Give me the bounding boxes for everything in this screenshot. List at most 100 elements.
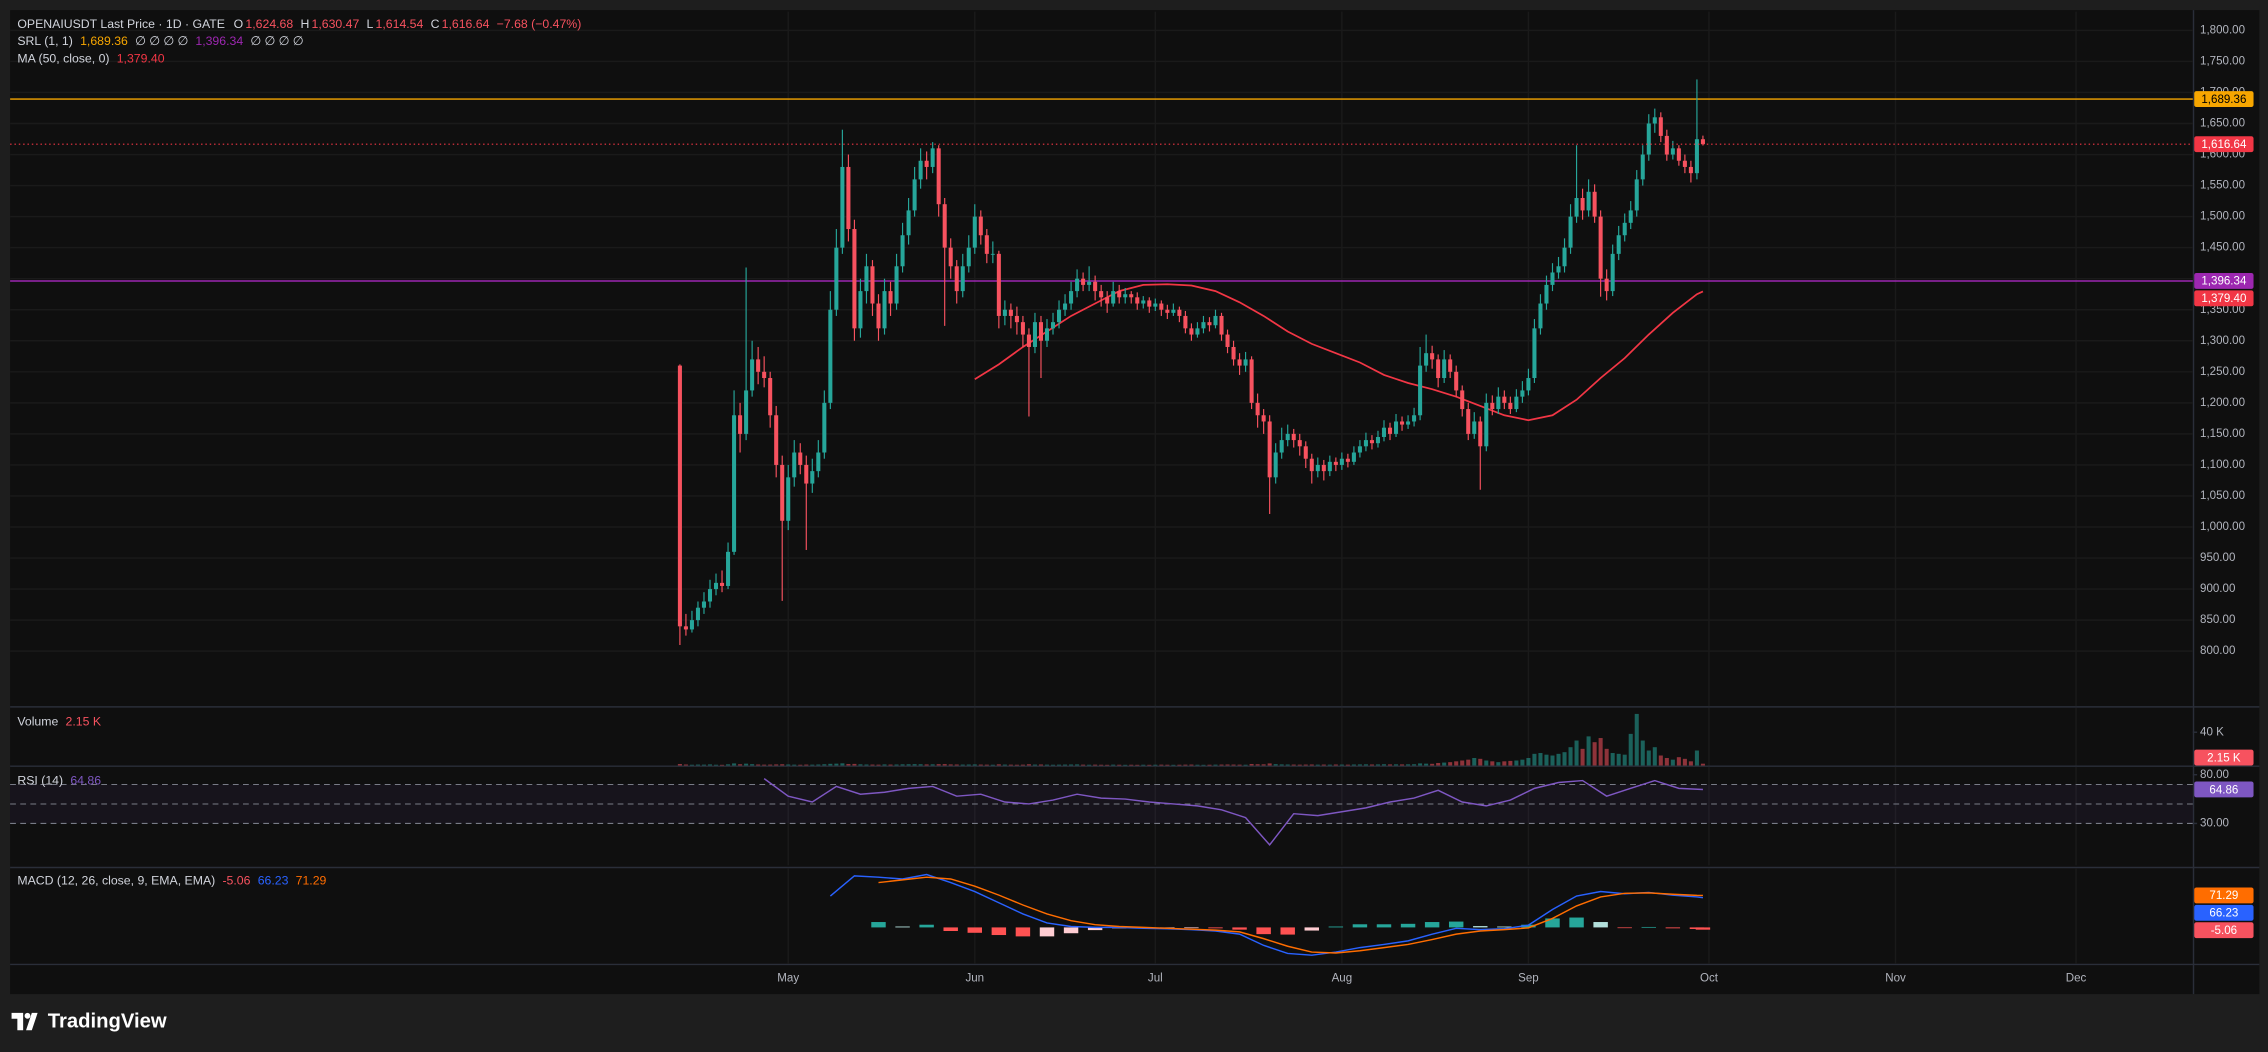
- volume-bar: [1442, 762, 1447, 766]
- volume-bar: [1008, 764, 1013, 766]
- volume-bar: [1568, 747, 1573, 766]
- candle-body: [1351, 452, 1356, 462]
- volume-bar: [1123, 764, 1128, 766]
- candle-body: [1177, 309, 1182, 316]
- price-badge: [2194, 136, 2254, 153]
- candle-body: [713, 582, 719, 590]
- volume-bar: [960, 764, 965, 766]
- candle-body: [912, 179, 917, 211]
- legend-text: ∅ ∅ ∅ ∅: [250, 34, 303, 48]
- macd-histogram-bar: [1400, 923, 1416, 928]
- volume-bar: [978, 764, 983, 766]
- candle-body: [888, 291, 893, 304]
- legend-text: L: [367, 17, 374, 31]
- volume-bar: [972, 764, 977, 766]
- volume-bar: [1640, 740, 1645, 766]
- macd-histogram-bar: [1328, 926, 1344, 928]
- macd-histogram-bar: [1641, 926, 1656, 928]
- volume-bar: [695, 764, 700, 766]
- volume-bar: [1333, 764, 1338, 766]
- y-tick-label: 1,250.00: [2200, 366, 2245, 378]
- macd-histogram-bar: [1448, 921, 1464, 928]
- candle-body: [1129, 294, 1134, 298]
- candle-body: [1634, 179, 1639, 211]
- volume-bar: [1177, 764, 1182, 766]
- volume-bar: [1213, 764, 1218, 766]
- volume-bar: [1297, 764, 1302, 766]
- price-badge: [2194, 290, 2254, 307]
- candle-body: [786, 477, 791, 521]
- legend-text: 1,379.40: [117, 52, 165, 66]
- candle-body: [1622, 222, 1627, 236]
- candle-body: [762, 371, 767, 379]
- candle-body: [1081, 278, 1086, 285]
- candle-body: [1153, 303, 1158, 307]
- volume-bar: [1165, 764, 1170, 766]
- volume-bar: [858, 764, 863, 766]
- volume-bar: [720, 764, 725, 766]
- y-tick-label: 900.00: [2200, 583, 2235, 595]
- volume-bar: [1273, 764, 1278, 766]
- candle-body: [1454, 371, 1459, 391]
- candle-body: [960, 266, 965, 292]
- candle-body: [1694, 139, 1699, 174]
- price-badge-label: 64.86: [2209, 784, 2238, 796]
- price-badge: [2194, 922, 2254, 939]
- candle-body: [1478, 421, 1483, 447]
- legend-text: H: [300, 17, 309, 31]
- volume-bar: [936, 764, 941, 766]
- legend-text: OPENAIUSDT Last Price · 1D · GATE: [17, 17, 225, 31]
- candle-body: [1400, 421, 1405, 425]
- volume-bar: [1514, 760, 1519, 766]
- volume-bar: [1032, 764, 1037, 766]
- candle-body: [828, 309, 833, 403]
- volume-bar: [1141, 764, 1146, 766]
- volume-bar: [984, 764, 989, 766]
- legend-text: MACD (12, 26, close, 9, EMA, EMA): [17, 873, 215, 887]
- candle-body: [1658, 117, 1663, 136]
- volume-bar: [1105, 764, 1110, 766]
- volume-bar: [1309, 764, 1314, 766]
- candle-body: [1628, 210, 1633, 223]
- volume-bar: [792, 764, 797, 766]
- volume-bar: [762, 764, 767, 766]
- volume-bar: [713, 764, 719, 766]
- brand-logo[interactable]: TradingView: [11, 1011, 167, 1033]
- macd-histogram-bar: [1015, 927, 1031, 937]
- volume-bar: [864, 764, 869, 766]
- volume-bar: [882, 764, 887, 766]
- candle-body: [1616, 235, 1621, 254]
- candle-body: [1147, 300, 1152, 307]
- price-badge-label: 1,379.40: [2201, 293, 2246, 305]
- volume-bar: [732, 763, 737, 766]
- macd-histogram-bar: [919, 924, 934, 928]
- candle-body: [1418, 365, 1423, 416]
- candle-body: [858, 291, 863, 329]
- price-badge-label: 1,689.36: [2201, 94, 2246, 106]
- volume-bar: [1526, 758, 1531, 766]
- candle-body: [1243, 359, 1248, 366]
- candle-body: [774, 415, 779, 465]
- volume-bar: [768, 764, 773, 766]
- macd-histogram-bar: [1184, 927, 1199, 929]
- legend-text: SRL (1, 1): [17, 34, 73, 48]
- volume-bar: [1057, 764, 1062, 766]
- y-tick-label: 1,500.00: [2200, 211, 2245, 223]
- legend-text: RSI (14): [17, 774, 63, 788]
- candle-body: [1664, 135, 1669, 155]
- volume-bar: [1628, 733, 1633, 766]
- x-tick-label: Jun: [965, 972, 984, 984]
- candle-body: [1231, 346, 1236, 360]
- candle-body: [816, 452, 821, 472]
- price-badge: [2194, 904, 2254, 921]
- volume-bar: [1574, 740, 1579, 766]
- volume-bar: [852, 763, 857, 766]
- candle-body: [1099, 291, 1104, 298]
- y-tick-label: 1,150.00: [2200, 428, 2245, 440]
- candle-body: [1363, 440, 1368, 447]
- volume-bar: [1129, 764, 1134, 766]
- volume-bar: [1099, 764, 1104, 766]
- y-tick-label: 1,550.00: [2200, 180, 2245, 192]
- y-tick-label: 850.00: [2200, 614, 2235, 626]
- candle-body: [900, 235, 905, 267]
